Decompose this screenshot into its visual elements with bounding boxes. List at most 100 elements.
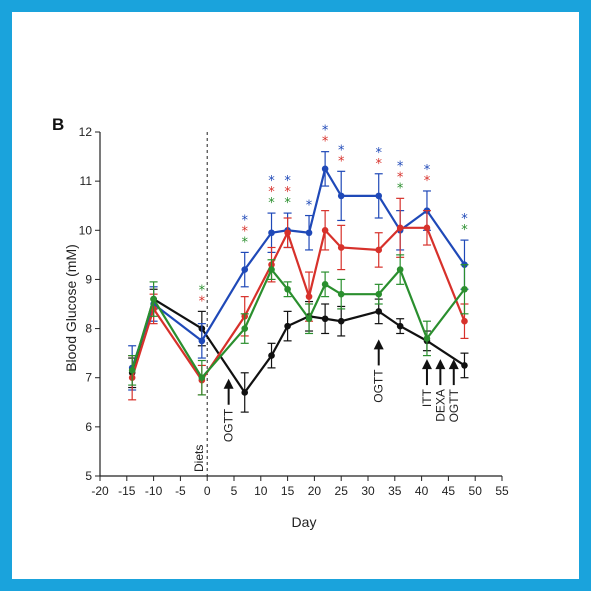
significance-star: * bbox=[338, 143, 345, 158]
significance-star: * bbox=[306, 199, 313, 214]
series-2 bbox=[128, 197, 469, 401]
data-point bbox=[305, 293, 313, 300]
data-point bbox=[268, 229, 275, 237]
blood-glucose-chart: B Blood Glucose (mM) Day 56789101112-20-… bbox=[52, 115, 509, 530]
data-point bbox=[284, 229, 291, 237]
significance-star: * bbox=[322, 135, 329, 150]
y-tick-label: 11 bbox=[80, 174, 93, 188]
data-point bbox=[375, 192, 383, 200]
significance-star: * bbox=[241, 224, 248, 239]
series-0 bbox=[128, 288, 469, 413]
data-point bbox=[461, 317, 468, 325]
data-point bbox=[150, 295, 157, 303]
y-tick-label: 5 bbox=[85, 469, 92, 483]
y-tick-label: 9 bbox=[85, 272, 92, 286]
annotation-arrowhead bbox=[421, 359, 432, 370]
y-tick-label: 6 bbox=[85, 420, 92, 434]
annotation-arrowhead bbox=[373, 339, 384, 350]
y-tick-label: 8 bbox=[85, 322, 92, 336]
data-point bbox=[375, 246, 383, 254]
x-tick-label: 55 bbox=[495, 484, 509, 498]
data-point bbox=[128, 367, 136, 374]
significance-star: * bbox=[284, 196, 291, 211]
x-axis-title: Day bbox=[292, 514, 317, 530]
significance-star: * bbox=[461, 223, 468, 238]
data-point bbox=[241, 325, 249, 332]
significance-star: * bbox=[397, 170, 404, 185]
data-point bbox=[396, 266, 404, 273]
x-tick-label: -20 bbox=[91, 484, 109, 498]
data-point bbox=[337, 244, 345, 251]
data-point bbox=[337, 317, 345, 325]
significance-star: * bbox=[268, 174, 275, 189]
annotation-label: ITT bbox=[420, 388, 434, 407]
data-point bbox=[268, 352, 275, 359]
data-point bbox=[375, 290, 383, 298]
y-tick-label: 7 bbox=[85, 371, 92, 385]
x-tick-label: 45 bbox=[442, 484, 456, 498]
figure-frame: B Blood Glucose (mM) Day 5 6 7 8 9 10 11 12 -20-… bbox=[12, 12, 579, 579]
diets-label: Diets bbox=[192, 445, 206, 472]
data-point bbox=[241, 389, 249, 396]
x-tick-label: 35 bbox=[388, 484, 402, 498]
x-tick-label: 30 bbox=[361, 484, 375, 498]
data-point bbox=[305, 315, 313, 323]
data-point bbox=[241, 266, 249, 273]
significance-star: * bbox=[241, 213, 248, 228]
significance-star: * bbox=[424, 163, 431, 178]
data-point bbox=[337, 290, 345, 298]
data-point bbox=[423, 224, 431, 232]
significance-star: * bbox=[424, 174, 431, 189]
x-tick-label: 40 bbox=[415, 484, 429, 498]
annotation-label: DEXA bbox=[433, 389, 447, 422]
data-point bbox=[284, 322, 291, 330]
annotation-label: OGTT bbox=[372, 369, 386, 403]
y-tick-label: 12 bbox=[79, 125, 93, 139]
significance-star: * bbox=[322, 124, 329, 139]
data-point bbox=[321, 281, 329, 288]
data-point bbox=[321, 315, 329, 323]
significance-star: * bbox=[375, 146, 382, 161]
x-tick-label: 20 bbox=[308, 484, 322, 498]
x-tick-label: 25 bbox=[335, 484, 349, 498]
data-point bbox=[461, 362, 468, 369]
significance-star: * bbox=[375, 157, 382, 172]
significance-star: * bbox=[199, 294, 206, 309]
data-point bbox=[375, 308, 383, 315]
x-tick-label: 10 bbox=[254, 484, 268, 498]
series-3 bbox=[128, 254, 469, 396]
significance-star: * bbox=[268, 185, 275, 200]
data-point bbox=[284, 285, 291, 293]
data-point bbox=[396, 224, 404, 232]
x-tick-label: -5 bbox=[175, 484, 186, 498]
data-point bbox=[461, 285, 468, 293]
data-point bbox=[305, 229, 313, 237]
x-tick-label: 5 bbox=[231, 484, 238, 498]
significance-star: * bbox=[461, 212, 468, 227]
significance-star: * bbox=[338, 154, 345, 169]
y-axis-title: Blood Glucose (mM) bbox=[63, 244, 79, 372]
significance-star: * bbox=[397, 159, 404, 174]
series-line bbox=[131, 267, 466, 380]
y-tick-label: 10 bbox=[79, 223, 93, 237]
data-point bbox=[337, 192, 345, 200]
x-tick-label: 50 bbox=[469, 484, 483, 498]
x-tick-label: -15 bbox=[118, 484, 136, 498]
x-tick-label: -10 bbox=[145, 484, 163, 498]
data-point bbox=[396, 322, 404, 330]
data-point bbox=[198, 337, 206, 345]
series-line bbox=[131, 166, 466, 369]
annotation-label: OGTT bbox=[447, 388, 461, 422]
x-tick-label: 0 bbox=[204, 484, 211, 498]
data-point bbox=[423, 335, 431, 342]
significance-star: * bbox=[268, 196, 275, 211]
annotation-label: OGTT bbox=[222, 408, 236, 442]
annotation-arrowhead bbox=[435, 359, 446, 370]
significance-star: * bbox=[397, 181, 404, 196]
x-tick-label: 15 bbox=[281, 484, 295, 498]
significance-star: * bbox=[284, 185, 291, 200]
data-point bbox=[268, 266, 275, 273]
data-point bbox=[321, 165, 329, 173]
data-point bbox=[321, 226, 329, 234]
significance-star: * bbox=[199, 283, 206, 298]
